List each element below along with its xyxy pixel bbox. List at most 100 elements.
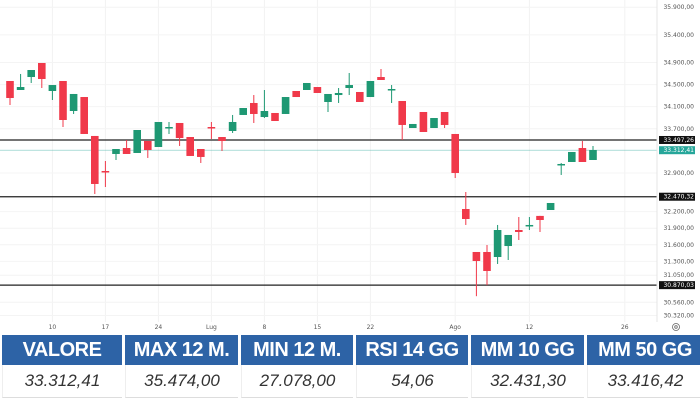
candle-up	[281, 97, 290, 114]
candle-up	[430, 118, 438, 129]
price-tick-label: 30.560,00	[663, 299, 694, 306]
candle-down	[59, 80, 67, 120]
candle-down	[313, 87, 322, 93]
candle-down	[398, 100, 406, 125]
candle-down	[419, 111, 428, 132]
price-tick-label: 35.400,00	[663, 32, 694, 39]
candle-up	[239, 108, 247, 115]
candle-down	[175, 122, 184, 139]
candle-up	[228, 121, 237, 131]
candle-down	[101, 170, 110, 173]
level-price-label: 33.497,26	[663, 137, 694, 144]
price-tick-label: 31.600,00	[663, 242, 694, 249]
candle-up	[69, 93, 78, 111]
candlestick-chart[interactable]: 35.900,00 35.400,00 34.900,00 34.500,00 34.1…	[0, 0, 700, 334]
value-rsi-14gg: 54,06	[356, 365, 468, 398]
current-price-tag	[659, 146, 695, 155]
candle-up	[112, 149, 120, 154]
grid	[0, 0, 657, 322]
candle-up	[165, 127, 173, 129]
header-min-12m: MIN 12 M.	[241, 335, 353, 365]
candle-up	[568, 151, 576, 162]
date-tick-label: 22	[367, 324, 375, 331]
price-tick-label: 32.900,00	[663, 170, 694, 177]
price-tick-label: 31.050,00	[663, 272, 694, 279]
candle-down	[440, 111, 449, 125]
candle-down	[462, 209, 470, 220]
level-price-tag	[659, 192, 695, 201]
candle-up	[493, 230, 502, 258]
candle-up	[387, 89, 396, 91]
price-tick-label: 31.900,00	[663, 225, 694, 232]
candle-down	[122, 148, 131, 154]
header-rsi-14gg: RSI 14 GG	[356, 335, 468, 365]
level-price-label: 30.870,03	[663, 282, 694, 289]
price-axis[interactable]: 35.900,00 35.400,00 34.900,00 34.500,00 34.1…	[659, 4, 695, 320]
candle-down	[515, 230, 523, 232]
candle-down	[218, 137, 226, 141]
candle-up	[16, 87, 25, 90]
level-price-label: 32.470,32	[663, 194, 694, 201]
stats-table: VALORE MAX 12 M. MIN 12 M. RSI 14 GG MM …	[2, 335, 700, 398]
date-tick-label: 26	[621, 324, 629, 331]
candle-down	[207, 127, 216, 129]
candle-down	[271, 112, 279, 121]
candle-down	[356, 91, 364, 102]
date-tick-label: 8	[262, 324, 266, 331]
candle-down	[578, 148, 587, 162]
candle-up	[48, 85, 57, 91]
header-mm-50gg: MM 50 GG	[587, 335, 700, 365]
date-tick-label: 15	[314, 324, 322, 331]
level-price-tag	[659, 281, 695, 290]
header-valore: VALORE	[2, 335, 122, 365]
header-mm-10gg: MM 10 GG	[471, 335, 584, 365]
candle-down	[38, 62, 46, 80]
candle-up	[409, 123, 417, 129]
candle-up	[133, 130, 141, 153]
value-min-12m: 27.078,00	[241, 365, 353, 398]
price-tick-label: 34.500,00	[663, 82, 694, 89]
candle-down	[197, 149, 205, 157]
candle-up	[334, 92, 343, 96]
candle-up	[504, 234, 512, 247]
value-valore: 33.312,41	[2, 365, 122, 398]
header-max-12m: MAX 12 M.	[125, 335, 238, 365]
value-mm-50gg: 33.416,42	[587, 365, 700, 398]
candle-up	[546, 202, 555, 210]
candle-up	[324, 93, 332, 102]
date-tick-label: Lug	[206, 324, 217, 331]
candle-down	[536, 215, 544, 220]
candle-down	[91, 135, 99, 184]
time-axis[interactable]: 10 17 24 Lug 8 15 22 Ago 12 26	[49, 324, 629, 331]
level-price-tag	[659, 135, 695, 144]
candle-up	[557, 163, 565, 166]
level-lines	[0, 139, 657, 286]
price-tick-label: 35.900,00	[663, 4, 694, 11]
price-tick-label: 30.320,00	[663, 313, 694, 320]
candles	[6, 62, 597, 297]
candle-down	[483, 251, 491, 271]
candle-down	[472, 251, 481, 261]
candle-down	[451, 133, 459, 173]
candle-up	[260, 110, 269, 118]
price-tick-label: 32.200,00	[663, 209, 694, 216]
candle-up	[154, 121, 163, 148]
candle-down	[292, 90, 300, 98]
price-tick-label: 31.300,00	[663, 258, 694, 265]
candle-down	[80, 97, 88, 134]
price-tick-label: 34.100,00	[663, 104, 694, 111]
date-tick-label: 12	[526, 324, 534, 331]
candle-up	[525, 224, 534, 227]
value-max-12m: 35.474,00	[125, 365, 238, 398]
candle-down	[250, 102, 258, 114]
candle-down	[6, 80, 14, 99]
candle-down	[377, 77, 385, 80]
gear-icon[interactable]	[672, 323, 680, 331]
value-mm-10gg: 32.431,30	[471, 365, 584, 398]
price-tick-label: 33.700,00	[663, 126, 694, 133]
date-tick-label: 10	[49, 324, 57, 331]
date-tick-label: 24	[155, 324, 163, 331]
date-tick-label: 17	[102, 324, 110, 331]
candle-up	[589, 150, 597, 160]
date-tick-label: Ago	[449, 324, 461, 331]
